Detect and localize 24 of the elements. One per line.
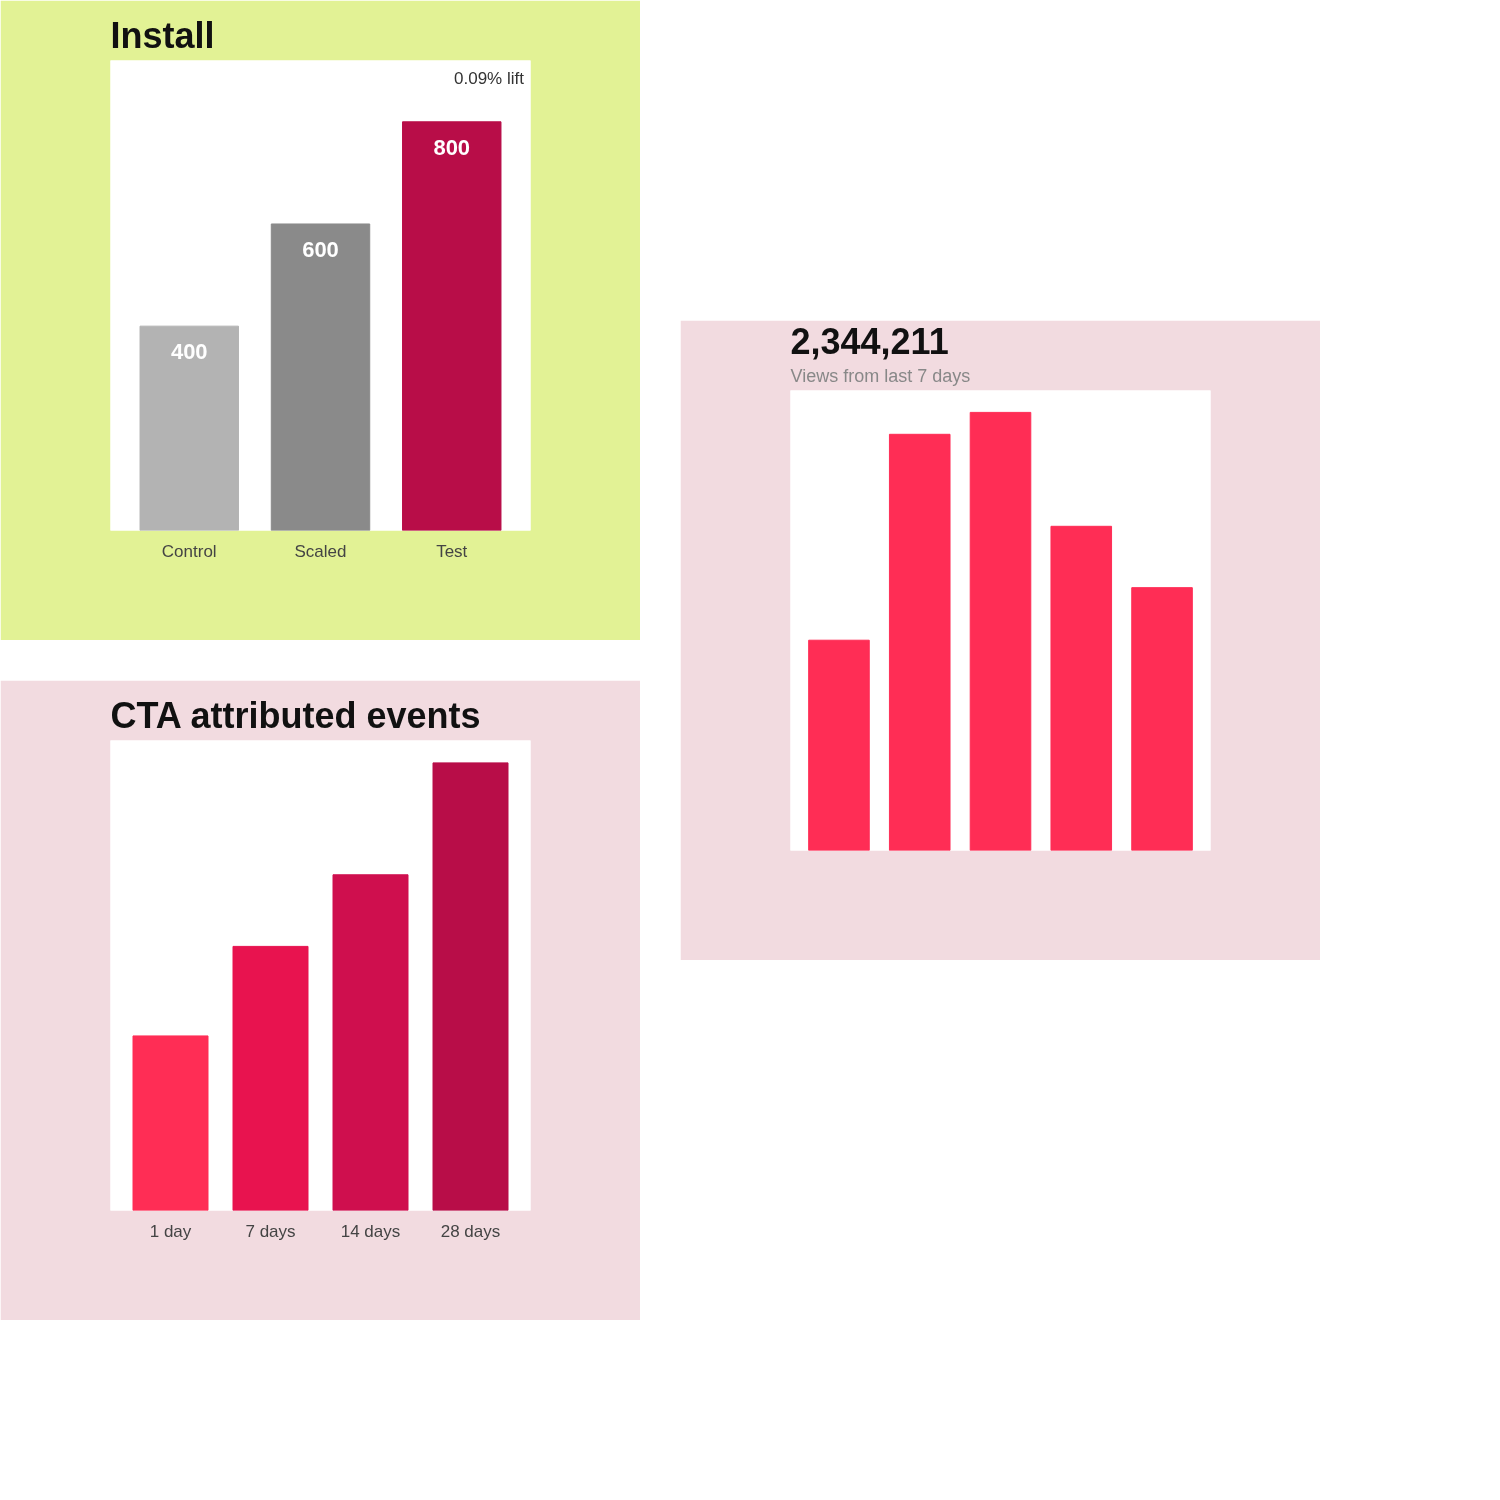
bar (888, 433, 951, 851)
x-tick-label: 1 day (149, 1221, 192, 1241)
x-tick-label: Test (436, 541, 468, 561)
x-tick-label: 28 days (440, 1221, 501, 1241)
bar (332, 874, 409, 1211)
data-label: 600 (302, 236, 339, 262)
chart-title: CTA attributed events (110, 694, 481, 736)
bar (232, 945, 309, 1211)
chart-title: Install (110, 14, 215, 56)
bar (1050, 525, 1113, 851)
data-label: 400 (170, 339, 208, 365)
bar (432, 762, 509, 1211)
bar (1131, 587, 1193, 851)
bar (808, 639, 870, 851)
bar (969, 411, 1032, 851)
chart-subtitle: Views from last 7 days (790, 365, 971, 386)
x-tick-label: Scaled (294, 541, 347, 561)
x-tick-label: 7 days (245, 1221, 296, 1241)
x-tick-label: Control (161, 541, 217, 561)
chart-title: 2,344,211 (790, 320, 949, 362)
x-tick-label: 14 days (340, 1221, 401, 1241)
bar (132, 1035, 209, 1211)
text: 0.09% lift (454, 68, 525, 88)
data-label: 800 (433, 134, 471, 160)
